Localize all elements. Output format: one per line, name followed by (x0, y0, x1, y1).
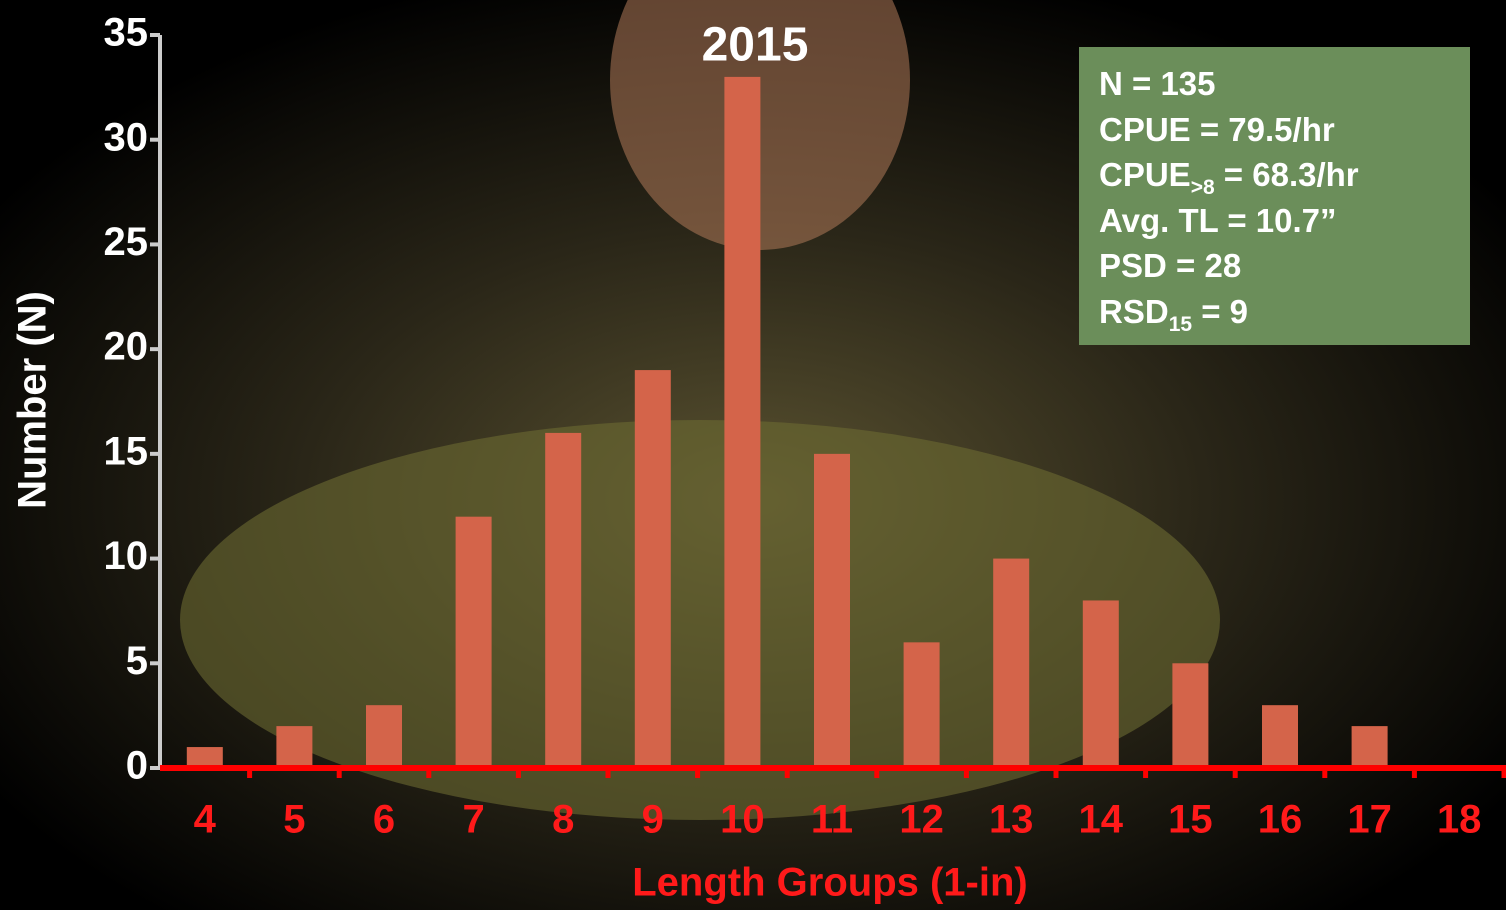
stat-subscript: 15 (1168, 312, 1193, 336)
stat-text: N = 135 (1099, 65, 1216, 102)
x-tick-label: 17 (1347, 798, 1392, 842)
stat-text: Avg. TL = 10.7” (1099, 201, 1337, 239)
chart-title: 2015 (702, 19, 809, 72)
stat-text: CPUE (1099, 156, 1191, 193)
x-tick-label: 7 (462, 798, 484, 842)
y-tick-label: 15 (104, 429, 149, 473)
bar (455, 516, 492, 768)
y-tick-label: 30 (104, 115, 149, 159)
x-tick-label: 12 (899, 798, 944, 842)
stat-text: = 68.3/hr (1214, 156, 1359, 193)
x-tick-label: 5 (283, 798, 305, 842)
bar (724, 76, 761, 768)
stat-line: CPUE>8 = 68.3/hr (1099, 152, 1450, 198)
bar (366, 705, 402, 768)
x-tick-label: 10 (720, 798, 765, 842)
y-axis-title: Number (N) (11, 291, 55, 509)
bar (903, 642, 940, 768)
bar (545, 432, 582, 768)
stat-text: RSD (1099, 292, 1169, 330)
x-tick-label: 15 (1168, 798, 1213, 842)
bar (634, 370, 671, 768)
bar (1262, 705, 1298, 768)
bar (186, 747, 223, 768)
stat-text: CPUE = 79.5/hr (1099, 110, 1335, 148)
y-tick-label: 5 (126, 639, 148, 683)
y-tick-label: 20 (104, 325, 149, 369)
stat-text: = 9 (1192, 292, 1249, 330)
x-tick-label: 18 (1437, 798, 1482, 842)
y-tick-label: 35 (104, 11, 149, 55)
x-tick-label: 4 (194, 798, 217, 842)
bar (1351, 726, 1388, 768)
stat-line: Avg. TL = 10.7” (1099, 198, 1450, 244)
x-tick-label: 11 (811, 798, 853, 842)
bar (993, 558, 1030, 768)
x-tick-label: 16 (1258, 798, 1303, 842)
bar (1082, 600, 1119, 768)
x-tick-label: 9 (642, 798, 664, 842)
stat-subscript: >8 (1190, 176, 1215, 199)
x-tick-label: 14 (1079, 798, 1124, 842)
stat-line: N = 135 (1099, 61, 1450, 107)
y-tick-label: 25 (104, 220, 149, 264)
photo-fish (180, 420, 1220, 820)
stat-line: PSD = 28 (1099, 243, 1450, 289)
y-tick-label: 10 (104, 534, 149, 578)
stats-box: N = 135 CPUE = 79.5/hr CPUE>8 = 68.3/hr Avg… (1079, 47, 1470, 345)
x-axis-title: Length Groups (1-in) (632, 861, 1028, 905)
x-tick-label: 6 (373, 798, 395, 842)
stat-line: RSD15 = 9 (1099, 289, 1450, 335)
x-tick-label: 8 (552, 798, 574, 842)
y-tick-label: 0 (126, 744, 148, 788)
stat-text: PSD = 28 (1099, 247, 1242, 284)
x-tick-label: 13 (989, 798, 1034, 842)
bar (276, 726, 313, 768)
bar (1172, 663, 1209, 768)
bar (814, 453, 850, 768)
stat-line: CPUE = 79.5/hr (1099, 107, 1450, 153)
